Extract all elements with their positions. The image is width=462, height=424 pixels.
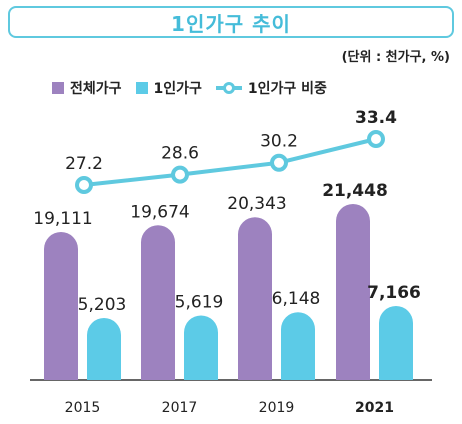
ratio-point-2019 — [270, 153, 288, 172]
legend-label-single: 1인가구 — [153, 81, 202, 97]
unit-label: (단위 : 천가구, %) — [341, 50, 450, 65]
bar-single-2019 — [281, 312, 315, 380]
data-label-single-2017: 5,619 — [175, 292, 224, 312]
legend-item-ratio: 1인가구 비중 — [215, 78, 327, 98]
ratio-point-2017 — [171, 165, 189, 184]
legend: 전체가구 1인가구 1인가구 비중 — [52, 78, 341, 98]
x-tick-label-2015: 2015 — [65, 400, 101, 416]
ratio-label-2021: 33.4 — [355, 108, 397, 128]
data-label-total-2017: 19,674 — [130, 202, 189, 222]
legend-item-total: 전체가구 — [52, 78, 122, 98]
bar-single-2015 — [87, 318, 121, 380]
legend-item-single: 1인가구 — [135, 78, 202, 98]
data-label-total-2021: 21,448 — [322, 181, 388, 201]
x-tick-label-2021: 2021 — [355, 400, 394, 416]
ratio-label-2019: 30.2 — [260, 132, 298, 152]
data-label-single-2019: 6,148 — [272, 289, 321, 309]
chart-title: 1인가구 추이 — [171, 11, 291, 36]
legend-label-ratio: 1인가구 비중 — [247, 81, 327, 97]
x-tick-label-2017: 2017 — [162, 400, 198, 416]
bar-single-2021 — [379, 306, 413, 380]
data-label-single-2015: 5,203 — [78, 295, 127, 315]
bar-total-2015 — [44, 232, 78, 380]
ratio-label-2015: 27.2 — [65, 154, 103, 174]
ratio-label-2017: 28.6 — [161, 144, 199, 164]
title-box: 1인가구 추이 — [8, 6, 454, 38]
bar-total-2017 — [141, 225, 175, 380]
x-tick-label-2019: 2019 — [259, 400, 295, 416]
ratio-point-2021 — [367, 130, 385, 148]
bar-total-2021 — [336, 204, 370, 380]
bar-total-2019 — [238, 217, 272, 380]
legend-swatch-single — [135, 82, 148, 94]
bar-single-2017 — [184, 315, 218, 380]
data-label-total-2015: 19,111 — [33, 209, 92, 229]
data-label-single-2021: 7,166 — [367, 283, 421, 303]
legend-swatch-total — [52, 82, 64, 94]
legend-swatch-ratio — [215, 82, 242, 94]
legend-label-total: 전체가구 — [70, 81, 122, 97]
data-label-total-2019: 20,343 — [227, 194, 286, 214]
ratio-line — [83, 137, 377, 187]
ratio-point-2015 — [75, 176, 93, 194]
